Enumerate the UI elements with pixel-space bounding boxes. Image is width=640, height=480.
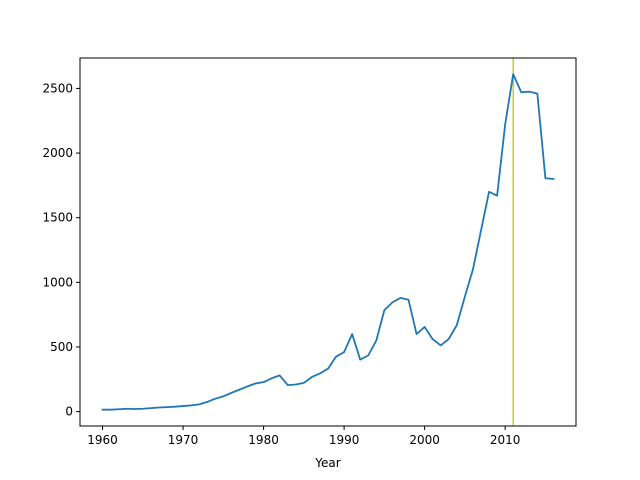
x-tick-label: 1980 [248, 433, 279, 447]
x-tick-label: 2000 [409, 433, 440, 447]
y-tick-label: 0 [65, 405, 73, 419]
axes-frame [79, 57, 577, 427]
y-tick-label: 2000 [42, 146, 73, 160]
axes: 1960 1970 1980 1990 2000 2010 0 500 1000 1500 2000… [42, 57, 577, 447]
y-tick-label: 500 [50, 340, 73, 354]
x-axis-label: Year [314, 456, 340, 470]
x-tick-label: 1990 [329, 433, 360, 447]
x-tick-label: 1970 [168, 433, 199, 447]
series-line-0 [101, 73, 555, 411]
y-tick-label: 1000 [42, 275, 73, 289]
x-tick-label: 2010 [490, 433, 521, 447]
y-tick-label: 1500 [42, 211, 73, 225]
y-tick-label: 2500 [42, 81, 73, 95]
plot-area [101, 58, 555, 426]
x-tick-label: 1960 [87, 433, 118, 447]
